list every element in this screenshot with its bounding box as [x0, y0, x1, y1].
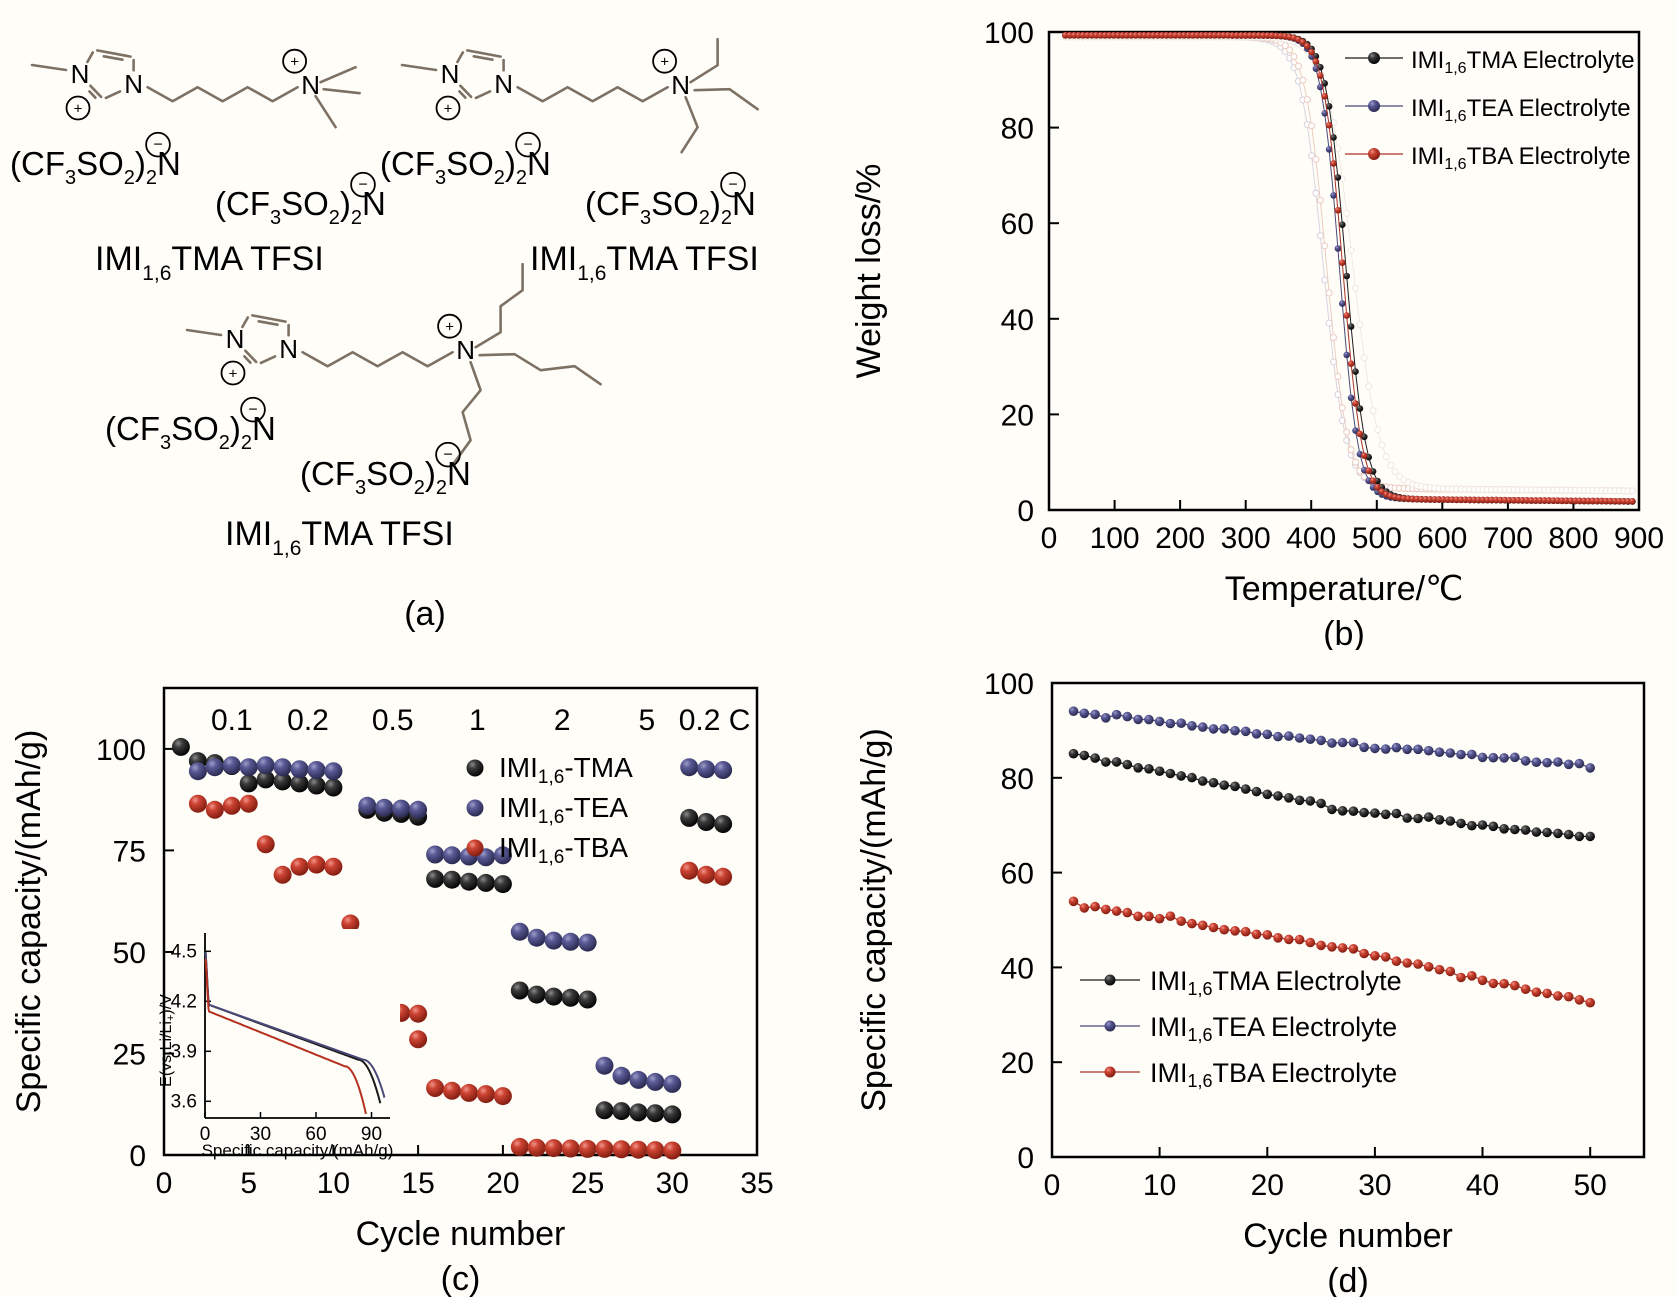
svg-text:IMI1,6TEA Electrolyte: IMI1,6TEA Electrolyte: [1150, 1012, 1397, 1045]
svg-text:300: 300: [1221, 522, 1271, 555]
svg-text:0: 0: [1017, 495, 1034, 528]
svg-text:N: N: [279, 334, 298, 364]
svg-text:Specific capacity/(mAh/g): Specific capacity/(mAh/g): [10, 730, 48, 1114]
svg-text:20: 20: [1001, 1047, 1034, 1080]
svg-text:E(vs.Li/Li+)/V: E(vs.Li/Li+)/V: [158, 994, 177, 1087]
svg-text:Weight loss/%: Weight loss/%: [850, 164, 888, 379]
svg-text:20: 20: [1251, 1169, 1284, 1202]
svg-text:N: N: [671, 70, 690, 100]
svg-text:IMI1,6-TBA: IMI1,6-TBA: [499, 832, 628, 868]
svg-text:Cycle number: Cycle number: [1243, 1217, 1453, 1255]
svg-text:80: 80: [1001, 113, 1034, 146]
svg-text:Specific capacity/(mAh/g): Specific capacity/(mAh/g): [202, 1141, 394, 1160]
svg-text:N: N: [494, 69, 513, 99]
svg-text:0: 0: [1017, 1142, 1034, 1175]
svg-text:100: 100: [984, 668, 1034, 701]
svg-text:30: 30: [1358, 1169, 1391, 1202]
svg-text:IMI1,6TMA TFSI: IMI1,6TMA TFSI: [95, 240, 324, 285]
svg-text:(d): (d): [1327, 1262, 1369, 1297]
svg-text:0.1: 0.1: [211, 704, 253, 737]
svg-text:+: +: [660, 54, 669, 71]
svg-text:100: 100: [1090, 522, 1140, 555]
svg-text:+: +: [444, 101, 453, 118]
svg-text:N: N: [301, 70, 320, 100]
svg-text:700: 700: [1483, 522, 1533, 555]
svg-text:IMI1,6TMA TFSI: IMI1,6TMA TFSI: [530, 240, 759, 285]
svg-text:IMI1,6-TEA: IMI1,6-TEA: [499, 792, 628, 828]
svg-text:25: 25: [571, 1167, 604, 1200]
svg-text:25: 25: [113, 1039, 146, 1072]
svg-text:50: 50: [113, 937, 146, 970]
svg-text:10: 10: [317, 1167, 350, 1200]
svg-text:600: 600: [1417, 522, 1467, 555]
svg-text:+: +: [229, 366, 238, 383]
svg-text:0.5: 0.5: [372, 704, 414, 737]
svg-text:+: +: [74, 101, 83, 118]
svg-text:IMI1,6TBA Electrolyte: IMI1,6TBA Electrolyte: [1150, 1058, 1397, 1091]
svg-text:20: 20: [1001, 399, 1034, 432]
svg-text:2: 2: [554, 704, 571, 737]
svg-text:−: −: [728, 177, 737, 194]
svg-text:N: N: [226, 324, 245, 354]
svg-text:−: −: [153, 137, 162, 154]
svg-text:−: −: [358, 177, 367, 194]
svg-text:Temperature/℃: Temperature/℃: [1225, 570, 1464, 608]
svg-text:−: −: [523, 137, 532, 154]
svg-text:−: −: [443, 447, 452, 464]
svg-text:IMI1,6TMA Electrolyte: IMI1,6TMA Electrolyte: [1411, 47, 1635, 77]
svg-text:−: −: [248, 402, 257, 419]
svg-text:40: 40: [1001, 304, 1034, 337]
svg-text:0.2: 0.2: [287, 704, 329, 737]
svg-text:60: 60: [1001, 858, 1034, 891]
svg-text:500: 500: [1352, 522, 1402, 555]
svg-text:0: 0: [129, 1140, 146, 1173]
svg-text:3.6: 3.6: [171, 1091, 197, 1112]
svg-text:Specific capacity/(mAh/g): Specific capacity/(mAh/g): [855, 728, 893, 1112]
svg-text:N: N: [441, 59, 460, 89]
svg-text:30: 30: [656, 1167, 689, 1200]
svg-text:0: 0: [1044, 1169, 1061, 1202]
svg-text:(c): (c): [441, 1260, 481, 1297]
svg-text:100: 100: [96, 734, 146, 767]
svg-text:+: +: [445, 319, 454, 336]
svg-text:20: 20: [486, 1167, 519, 1200]
svg-text:400: 400: [1286, 522, 1336, 555]
svg-text:4.5: 4.5: [171, 941, 197, 962]
svg-text:IMI1,6TEA Electrolyte: IMI1,6TEA Electrolyte: [1411, 95, 1631, 125]
svg-text:100: 100: [984, 17, 1034, 50]
svg-text:0.2 C: 0.2 C: [679, 704, 751, 737]
svg-text:Cycle number: Cycle number: [356, 1215, 566, 1253]
svg-text:60: 60: [1001, 208, 1034, 241]
svg-text:80: 80: [1001, 763, 1034, 796]
svg-text:75: 75: [113, 835, 146, 868]
svg-text:50: 50: [1574, 1169, 1607, 1202]
svg-text:IMI1,6TMA Electrolyte: IMI1,6TMA Electrolyte: [1150, 966, 1402, 999]
svg-text:IMI1,6TBA Electrolyte: IMI1,6TBA Electrolyte: [1411, 143, 1631, 173]
svg-text:(b): (b): [1323, 615, 1365, 650]
svg-text:0: 0: [156, 1167, 173, 1200]
svg-text:N: N: [71, 59, 90, 89]
svg-text:200: 200: [1155, 522, 1205, 555]
svg-text:N: N: [456, 335, 475, 365]
svg-text:IMI1,6TMA TFSI: IMI1,6TMA TFSI: [225, 515, 454, 560]
svg-text:5: 5: [639, 704, 656, 737]
svg-text:800: 800: [1548, 522, 1598, 555]
svg-text:N: N: [124, 69, 143, 99]
svg-text:10: 10: [1143, 1169, 1176, 1202]
svg-text:(a): (a): [404, 595, 446, 633]
svg-text:40: 40: [1001, 952, 1034, 985]
svg-text:1: 1: [469, 704, 486, 737]
svg-text:15: 15: [401, 1167, 434, 1200]
svg-text:IMI1,6-TMA: IMI1,6-TMA: [499, 752, 633, 788]
svg-text:40: 40: [1466, 1169, 1499, 1202]
svg-text:900: 900: [1614, 522, 1664, 555]
svg-text:0: 0: [1041, 522, 1058, 555]
svg-text:5: 5: [240, 1167, 257, 1200]
svg-text:35: 35: [740, 1167, 773, 1200]
svg-text:+: +: [290, 54, 299, 71]
